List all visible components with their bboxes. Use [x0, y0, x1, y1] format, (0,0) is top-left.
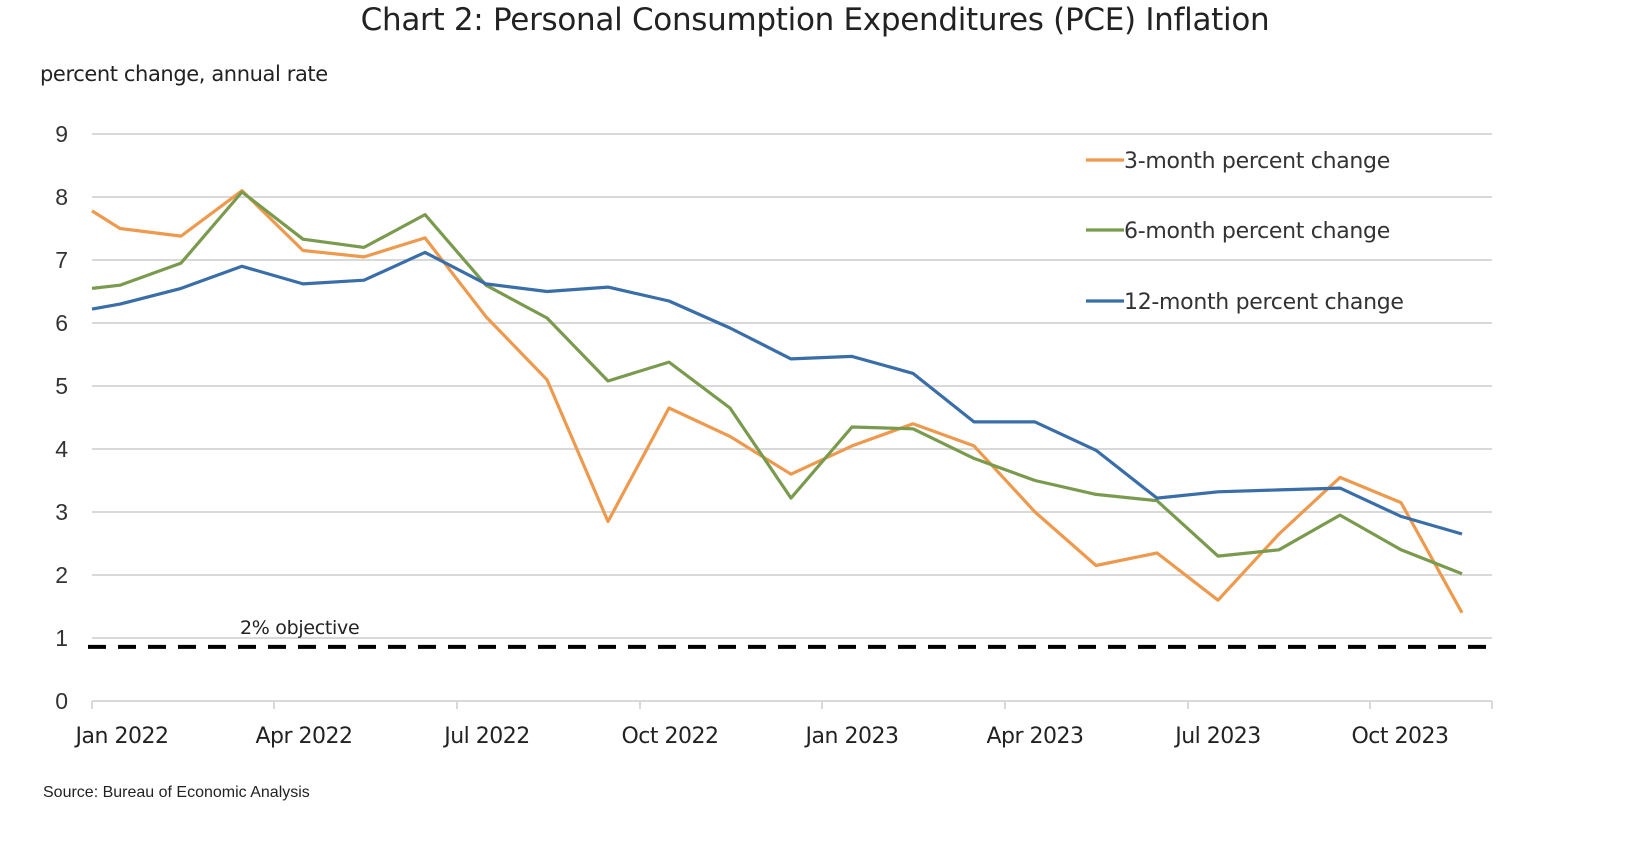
source-note: Source: Bureau of Economic Analysis — [43, 784, 310, 801]
series-lines — [91, 189, 1464, 614]
objective-label: 2% objective — [240, 617, 359, 639]
legend-item-3-month: 3-month percent change — [1086, 149, 1390, 174]
legend-label: 3-month percent change — [1124, 149, 1390, 174]
y-axis-label: percent change, annual rate — [40, 62, 328, 86]
x-tick-label: Jan 2023 — [804, 724, 899, 749]
y-tick-label: 4 — [55, 436, 68, 462]
gridlines — [92, 133, 1492, 702]
y-tick-label: 7 — [55, 247, 68, 273]
legend-label: 6-month percent change — [1124, 219, 1390, 244]
y-tick-label: 8 — [55, 184, 68, 210]
legend-item-12-month: 12-month percent change — [1086, 290, 1404, 315]
series-line-3-month — [91, 189, 1464, 614]
x-tick-label: Oct 2023 — [1351, 724, 1448, 749]
x-tick-label: Jul 2023 — [1173, 724, 1261, 749]
x-tick-label: Jul 2022 — [442, 724, 530, 749]
y-tick-label: 0 — [55, 688, 68, 714]
legend-label: 12-month percent change — [1124, 290, 1404, 315]
y-tick-label: 3 — [55, 499, 68, 525]
y-tick-label: 5 — [55, 373, 68, 399]
y-axis-ticks: 0 1 2 3 4 5 6 7 8 9 — [55, 121, 68, 714]
chart-title: Chart 2: Personal Consumption Expenditur… — [360, 2, 1270, 38]
y-tick-label: 1 — [55, 625, 68, 651]
legend: 3-month percent change 6-month percent ch… — [1086, 149, 1404, 315]
x-axis: Jan 2022 Apr 2022 Jul 2022 Oct 2022 Jan 2023… — [74, 701, 1493, 749]
series-line-12-month — [91, 250, 1463, 536]
objective-reference-line: 2% objective — [88, 617, 1492, 649]
y-tick-label: 2 — [55, 562, 68, 588]
x-tick-label: Oct 2022 — [621, 724, 718, 749]
x-tick-label: Apr 2023 — [986, 724, 1083, 749]
series-line-6-month — [91, 190, 1463, 576]
y-tick-label: 6 — [55, 310, 68, 336]
x-tick-label: Apr 2022 — [255, 724, 352, 749]
y-tick-label: 9 — [55, 121, 68, 147]
legend-item-6-month: 6-month percent change — [1086, 219, 1390, 244]
x-tick-label: Jan 2022 — [74, 724, 169, 749]
